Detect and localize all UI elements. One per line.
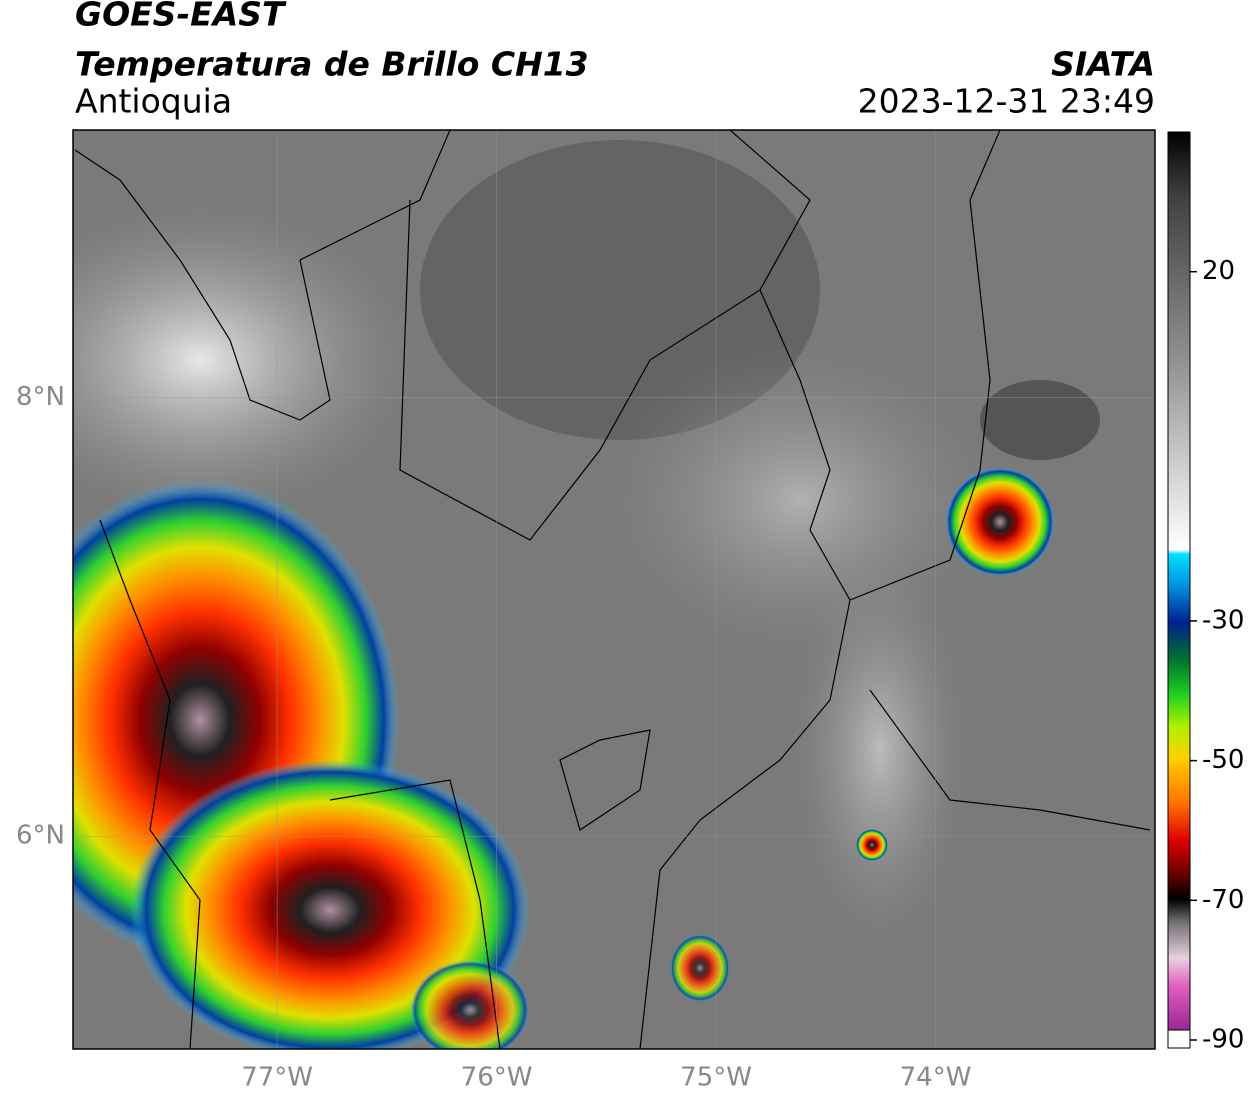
colorbar-tick-label: -70 [1202, 885, 1244, 915]
source: SIATA [1051, 45, 1155, 84]
y-tick-label: 6°N [16, 821, 65, 851]
x-tick-label: 74°W [900, 1063, 972, 1093]
title: GOES-EAST [75, 0, 287, 34]
colorbar-tick-label: 20 [1202, 256, 1235, 286]
colorbar-tick-label: -30 [1202, 605, 1244, 635]
map-image [73, 130, 1155, 1049]
x-tick-label: 77°W [241, 1063, 313, 1093]
x-tick-label: 75°W [680, 1063, 752, 1093]
colorbar-frame [1167, 131, 1191, 1049]
x-tick-label: 76°W [461, 1063, 533, 1093]
datetime: 2023-12-31 23:49 [858, 82, 1155, 121]
colorbar-under [1167, 1029, 1191, 1049]
subtitle: Temperatura de Brillo CH13 [75, 45, 589, 84]
colorbar-tick-label: -50 [1202, 745, 1244, 775]
colorbar [1168, 132, 1190, 1040]
map-frame [72, 129, 1156, 1050]
grid [73, 130, 1155, 1049]
y-tick-label: 8°N [16, 382, 65, 412]
region: Antioquia [75, 82, 232, 121]
colorbar-tick-label: -90 [1202, 1025, 1244, 1055]
